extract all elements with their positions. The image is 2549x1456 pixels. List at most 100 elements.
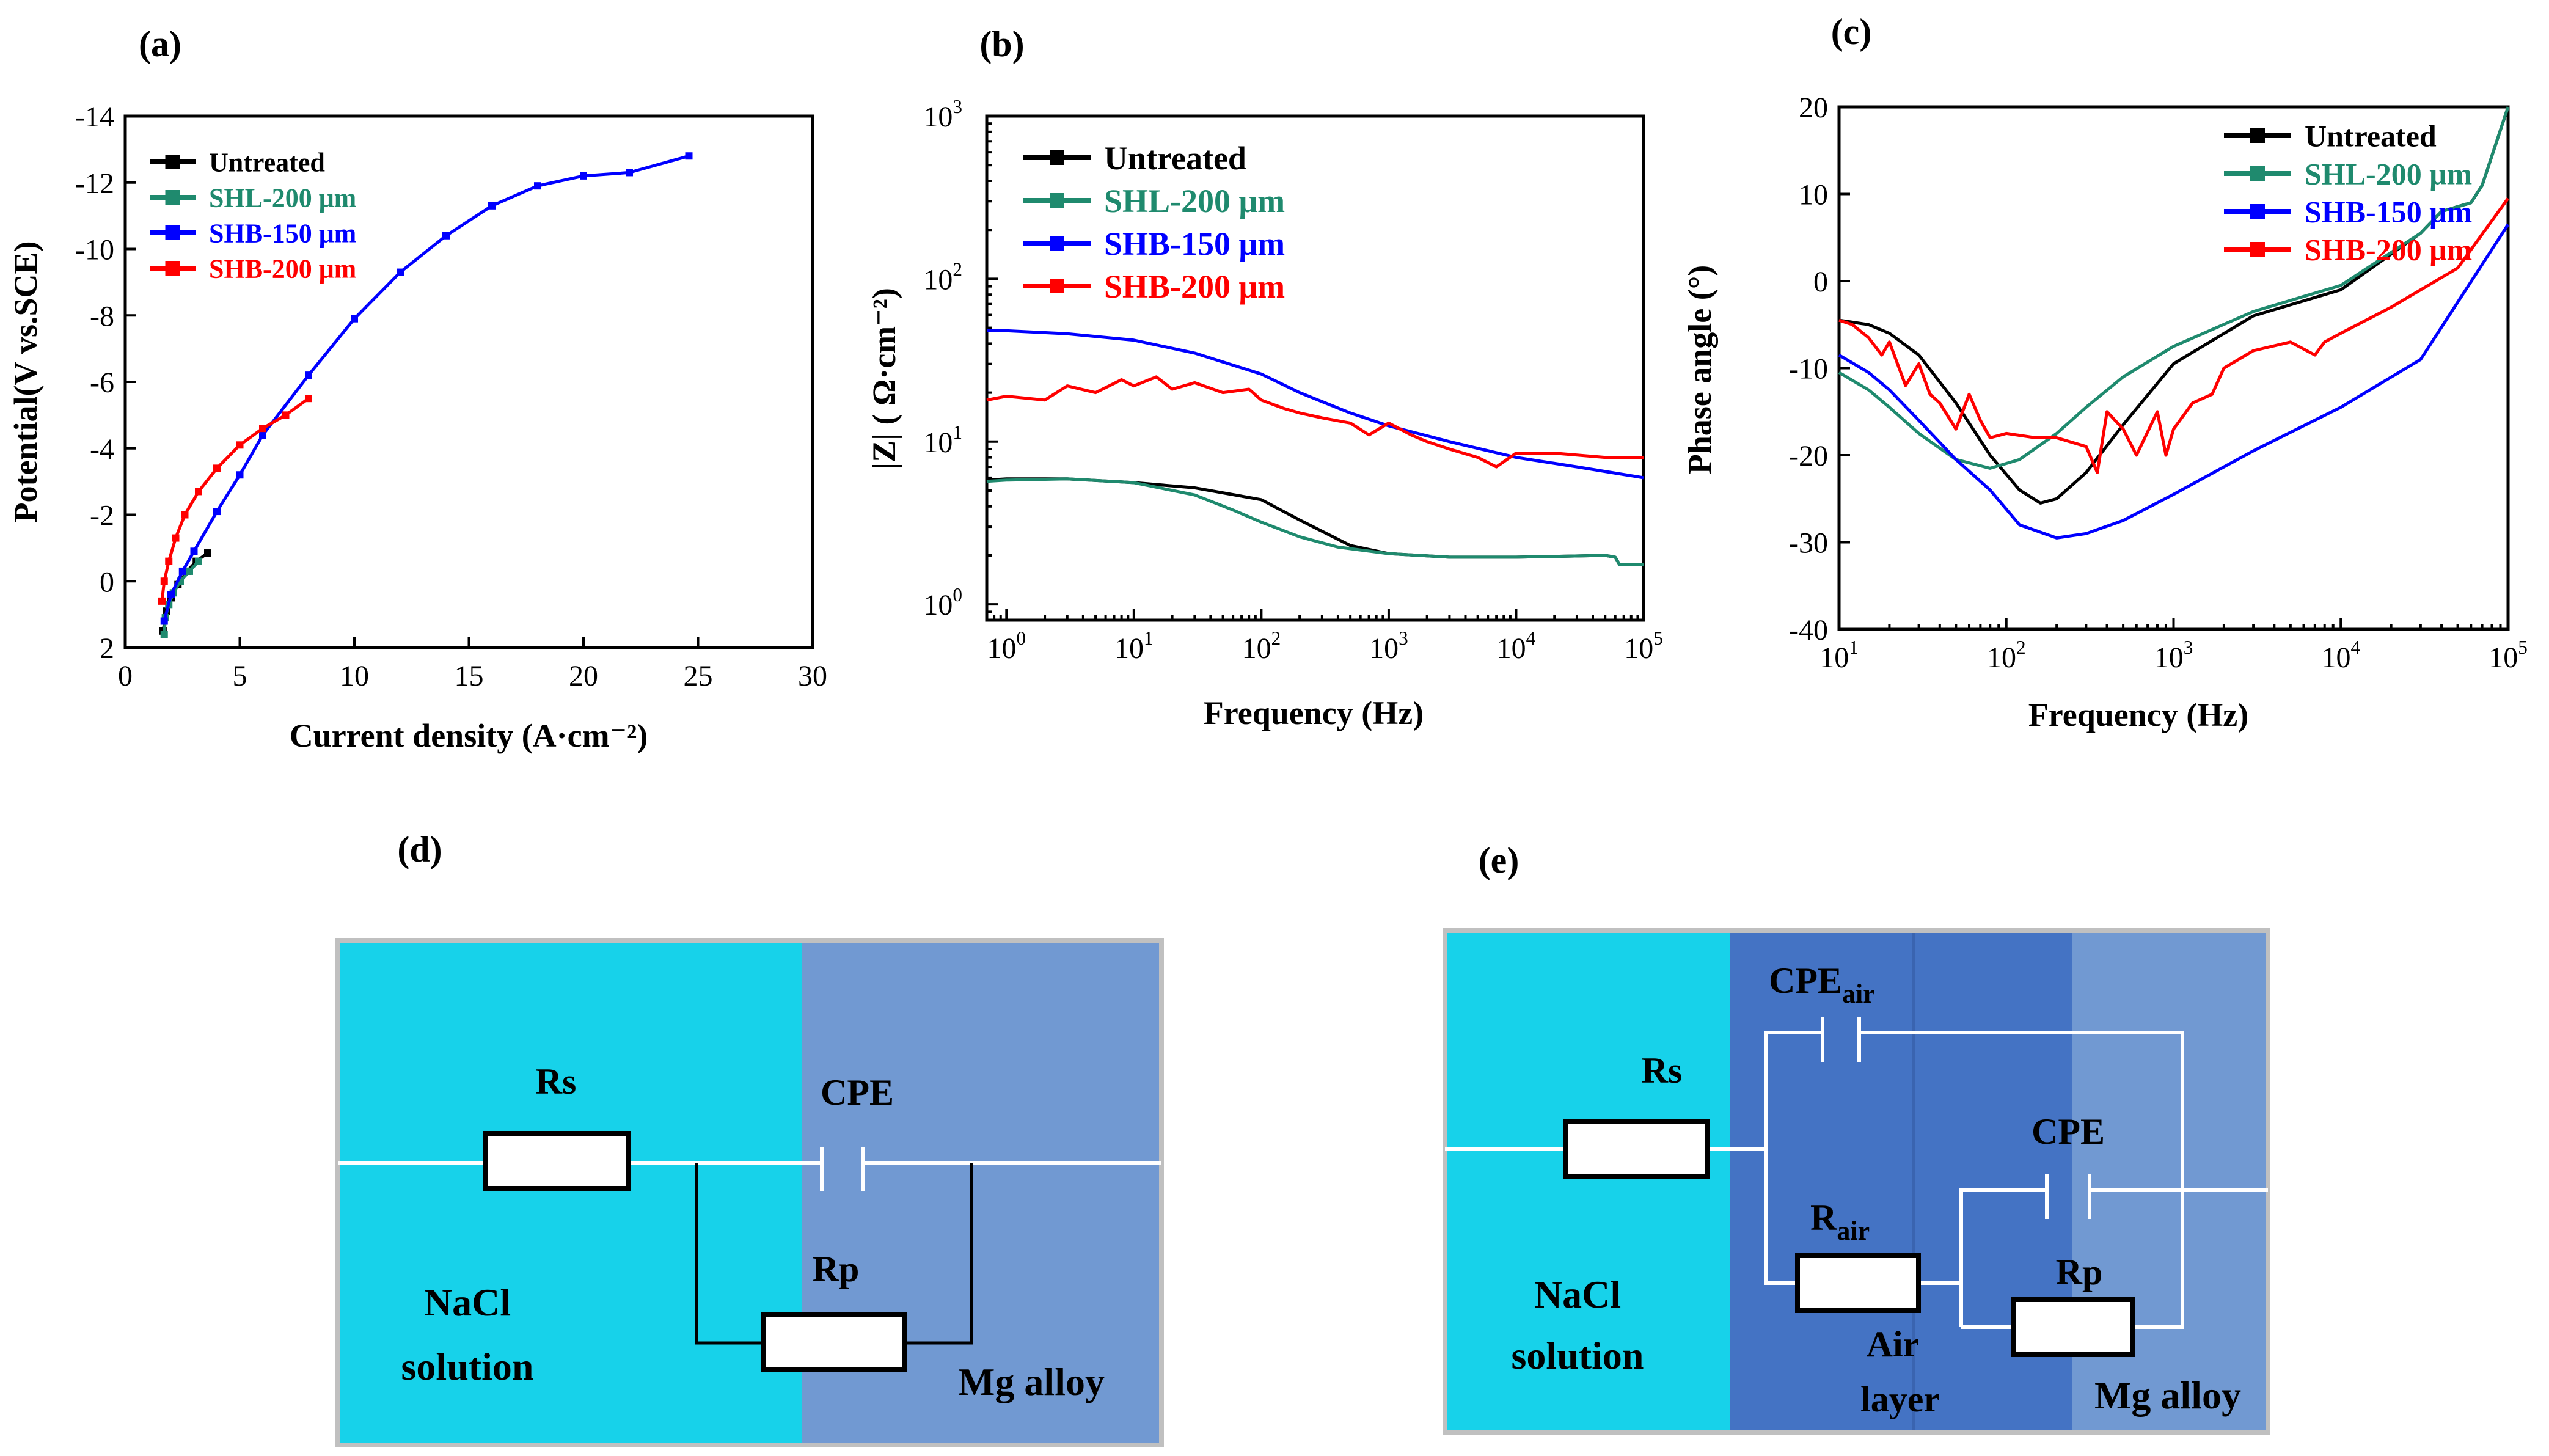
x-tick-label-base: 10 — [2154, 642, 2184, 674]
x-tick-label-base: 20 — [569, 660, 598, 692]
y-tick-label-base: -14 — [75, 101, 114, 133]
legend-label-shl-200-m: SHL-200 μm — [209, 183, 356, 213]
x-tick-exponent: 3 — [2184, 637, 2193, 658]
series-line-shb-150-m — [163, 154, 690, 622]
panel-c-x-axis-label: Frequency (Hz) — [2028, 697, 2248, 733]
data-point-shb-200-m — [181, 511, 189, 519]
series-line-shb-150-m — [987, 329, 1644, 480]
legend-label-shb-200-m: SHB-200 μm — [1104, 268, 1285, 305]
x-tick-label: 105 — [2489, 637, 2528, 674]
x-tick-exponent: 1 — [1144, 627, 1154, 649]
y-tick-label: 0 — [100, 566, 114, 598]
data-point-shb-150-m — [626, 169, 633, 177]
data-point-shb-150-m — [580, 172, 587, 180]
legend-marker-shb-150-m — [2250, 204, 2265, 219]
y-tick-label-base: 10 — [1799, 179, 1828, 211]
nacl-label: NaCl — [424, 1281, 511, 1324]
series-line-shb-150-m — [1838, 224, 2510, 540]
x-tick-label-base: 10 — [1369, 632, 1399, 665]
legend-label-untreated: Untreated — [209, 147, 325, 177]
x-tick-label: 102 — [1987, 637, 2026, 674]
series-line-untreated — [986, 477, 1644, 566]
data-point-shb-150-m — [236, 471, 244, 479]
panel-a-label: (a) — [139, 24, 181, 64]
y-tick-label: 20 — [1799, 92, 1828, 124]
mg-alloy-region — [2072, 931, 2268, 1433]
rp-label: Rp — [813, 1249, 860, 1289]
legend-label-untreated: Untreated — [1104, 140, 1246, 177]
legend-label-shl-200-m: SHL-200 μm — [1104, 183, 1285, 219]
data-point-shb-200-m — [195, 488, 202, 496]
data-point-shl-200-m — [186, 567, 193, 575]
r-air-subscript: air — [1837, 1216, 1870, 1246]
legend-label-shb-150-m: SHB-150 μm — [1104, 225, 1285, 262]
x-tick-label: 101 — [1819, 637, 1859, 674]
y-tick-label: 2 — [100, 632, 114, 665]
x-tick-label: 15 — [455, 660, 484, 692]
x-tick-exponent: 5 — [1653, 627, 1663, 649]
data-point-shl-200-m — [195, 557, 202, 565]
panel-e-label: (e) — [1479, 840, 1520, 880]
legend-marker-shb-200-m — [165, 261, 180, 276]
solution-label: solution — [1512, 1334, 1644, 1377]
data-point-shb-150-m — [259, 431, 266, 439]
x-tick-label-base: 10 — [1819, 642, 1849, 674]
panel-b-series — [986, 329, 1644, 566]
data-point-shb-150-m — [160, 617, 168, 625]
data-point-shb-150-m — [442, 232, 450, 240]
legend-label-shb-200-m: SHB-200 μm — [2305, 233, 2472, 267]
x-tick-label: 30 — [798, 660, 827, 692]
legend-marker-shb-150-m — [1050, 236, 1064, 251]
legend-marker-shb-150-m — [165, 225, 180, 240]
y-tick-label-base: -2 — [90, 500, 114, 532]
rp-label: Rp — [2056, 1252, 2103, 1292]
x-tick-label: 101 — [1114, 627, 1154, 665]
data-point-shb-150-m — [213, 508, 221, 516]
y-tick-label-base: -40 — [1789, 614, 1828, 646]
x-tick-label-base: 10 — [1987, 642, 2016, 674]
cpe-air-label: CPEair — [1769, 960, 1875, 1009]
r-air-label: Rair — [1810, 1198, 1870, 1246]
x-tick-label-base: 10 — [1624, 632, 1653, 665]
y-tick-label: -2 — [90, 500, 114, 532]
legend-marker-shb-200-m — [1050, 279, 1064, 293]
mg-alloy-label: Mg alloy — [958, 1360, 1105, 1403]
r-air-resistor — [1795, 1253, 1921, 1313]
cpe-air-subscript: air — [1842, 979, 1875, 1009]
y-tick-label: -12 — [75, 167, 114, 200]
y-tick-label: 101 — [923, 422, 962, 459]
legend-label-shl-200-m: SHL-200 μm — [2305, 157, 2472, 191]
panel-b-x-ticks: 100 101 102 103 104 105 — [986, 609, 1663, 665]
r-air-main: R — [1810, 1198, 1837, 1238]
panel-c-series — [1838, 106, 2510, 540]
panel-e-frame — [1443, 928, 2270, 1435]
legend-marker-shl-200-m — [165, 190, 180, 205]
legend-label-shb-150-m: SHB-150 μm — [209, 218, 356, 248]
legend-marker-untreated — [1050, 150, 1064, 165]
x-tick-exponent: 3 — [1399, 627, 1408, 649]
y-tick-label-base: -30 — [1789, 527, 1828, 560]
data-point-untreated — [204, 549, 211, 557]
legend-marker-untreated — [2250, 128, 2265, 143]
x-tick-label-base: 10 — [2489, 642, 2518, 674]
nacl-solution-region — [1445, 931, 1730, 1433]
panel-d: (d) Rs CPE Rp NaCl solution Mg alloy — [335, 829, 1164, 1447]
panel-c-y-axis-label: Phase angle (°) — [1681, 265, 1718, 475]
legend-marker-shb-200-m — [2250, 242, 2265, 257]
series-line-shb-200-m — [1838, 197, 2510, 474]
panel-c-legend: Untreated SHL-200 μm SHB-150 μm SHB-200 μm — [2224, 119, 2472, 267]
data-point-shb-200-m — [305, 395, 312, 403]
y-tick-label-base: -8 — [90, 300, 114, 332]
y-tick-label-base: -20 — [1789, 440, 1828, 472]
panel-a-x-ticks: 0 5 10 15 20 25 30 — [118, 637, 827, 692]
x-tick-label-base: 10 — [1242, 632, 1271, 665]
data-point-shb-200-m — [158, 597, 166, 605]
y-tick-exponent: 1 — [953, 422, 962, 443]
y-tick-label-base: 10 — [923, 589, 953, 621]
cpe-label: CPE — [821, 1072, 894, 1113]
y-tick-label-base: 0 — [100, 566, 114, 598]
rp-resistor — [2011, 1297, 2135, 1357]
x-tick-label: 105 — [1624, 627, 1663, 665]
